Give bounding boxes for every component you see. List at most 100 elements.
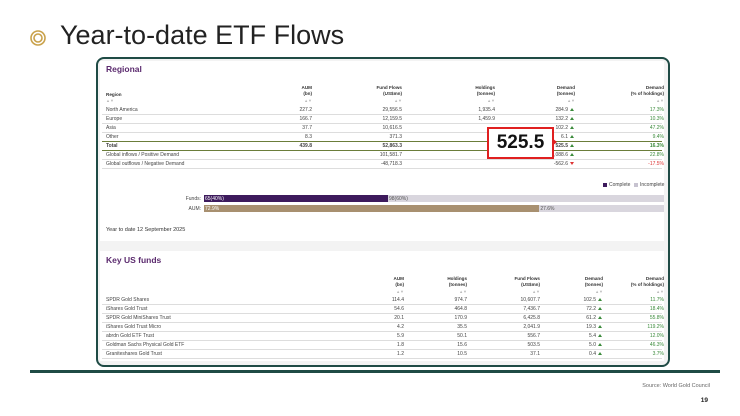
cell: 114.4 bbox=[391, 297, 404, 303]
cell: 1,459.9 bbox=[478, 116, 495, 122]
cell: 72.2 bbox=[586, 306, 596, 312]
progress-text: 27.6% bbox=[540, 205, 555, 212]
row-line bbox=[102, 168, 662, 169]
legend-label: Incomplete bbox=[640, 182, 665, 188]
cell: 29,556.5 bbox=[382, 107, 402, 113]
cell: 102.5 bbox=[583, 297, 596, 303]
cell: 284.9 bbox=[555, 107, 568, 113]
progress-text: 98(60%) bbox=[389, 195, 408, 202]
row-label: Total bbox=[106, 143, 118, 149]
cell: 166.7 bbox=[299, 116, 312, 122]
column-header: (bn) bbox=[303, 90, 312, 96]
row-label: Global inflows / Positive Demand bbox=[106, 152, 180, 158]
column-header: Region bbox=[106, 92, 122, 97]
cell: 439.8 bbox=[299, 143, 312, 149]
cell: 119.2% bbox=[647, 324, 664, 330]
row-line bbox=[102, 150, 662, 151]
cell: 227.2 bbox=[299, 107, 312, 113]
trend-arrow bbox=[598, 343, 602, 346]
progress-label: AUM: bbox=[188, 206, 202, 212]
cell: 12.0% bbox=[649, 333, 664, 339]
callout-value: 525.5 bbox=[496, 132, 545, 153]
row-label: Europe bbox=[106, 116, 123, 122]
cell: 525.5 bbox=[555, 143, 568, 149]
sort-icon: ▲▼ bbox=[567, 98, 575, 103]
cell: 556.7 bbox=[527, 333, 540, 339]
row-label: Other bbox=[106, 134, 119, 140]
row-line bbox=[102, 358, 662, 359]
column-header: Demand bbox=[645, 276, 664, 281]
column-header: Demand bbox=[584, 276, 603, 281]
page-number: 19 bbox=[700, 397, 708, 404]
row-line bbox=[102, 141, 662, 142]
cell: 4.2 bbox=[397, 324, 404, 330]
cell: 54.6 bbox=[394, 306, 404, 312]
sort-icon: ▲▼ bbox=[532, 289, 540, 294]
cell: 47.2% bbox=[649, 125, 664, 131]
cell: 3.7% bbox=[652, 351, 664, 357]
trend-arrow bbox=[570, 117, 574, 120]
column-header: (tonnes) bbox=[556, 90, 575, 96]
footer-rule bbox=[30, 370, 720, 373]
column-header: Demand bbox=[556, 85, 575, 90]
cell: 35.5 bbox=[457, 324, 467, 330]
cell: 464.8 bbox=[454, 306, 467, 312]
cell: 1,088.6 bbox=[551, 152, 568, 158]
row-label: SPDR Gold MiniShares Trust bbox=[106, 315, 171, 321]
sort-icon: ▲▼ bbox=[595, 289, 603, 294]
cell: 20.1 bbox=[394, 315, 404, 321]
cell: 15.6 bbox=[457, 342, 467, 348]
column-header: AUM bbox=[393, 276, 404, 281]
sort-icon: ▲▼ bbox=[459, 289, 467, 294]
cell: 18.4% bbox=[649, 306, 664, 312]
cell: 17.3% bbox=[649, 107, 664, 113]
sort-icon: ▲▼ bbox=[487, 98, 495, 103]
row-label: iShares Gold Trust Micro bbox=[106, 324, 162, 330]
column-header: Holdings bbox=[475, 85, 495, 90]
cell: 11.7% bbox=[650, 297, 664, 303]
trend-arrow bbox=[570, 162, 574, 165]
column-header: (bn) bbox=[395, 281, 404, 287]
column-header: AUM bbox=[301, 85, 312, 90]
callout-arrow bbox=[552, 138, 557, 146]
cell: 37.1 bbox=[530, 351, 540, 357]
cell: 55.8% bbox=[649, 315, 664, 321]
cell: -562.6 bbox=[553, 161, 568, 167]
row-line bbox=[102, 340, 662, 341]
row-line bbox=[102, 114, 662, 115]
column-header: Demand bbox=[645, 85, 664, 90]
trend-arrow bbox=[598, 316, 602, 319]
cell: 12,159.5 bbox=[382, 116, 402, 122]
column-header: Fund Flows bbox=[376, 85, 402, 90]
section-title: Regional bbox=[106, 64, 142, 74]
cell: 0.4 bbox=[589, 351, 596, 357]
column-header: (% of holdings) bbox=[630, 281, 664, 287]
cell: 7,436.7 bbox=[523, 306, 540, 312]
source: Source: World Gold Council bbox=[642, 383, 710, 389]
cell: -48,718.3 bbox=[380, 161, 402, 167]
cell: 1,935.4 bbox=[478, 107, 495, 113]
cell: 50.1 bbox=[457, 333, 467, 339]
row-label: abrdn Gold ETF Trust bbox=[106, 333, 155, 339]
legend-swatch bbox=[603, 183, 607, 187]
cell: 10.5 bbox=[457, 351, 467, 357]
slide-title: Year-to-date ETF Flows bbox=[60, 20, 345, 50]
row-line bbox=[102, 123, 662, 124]
cell: 2,041.9 bbox=[523, 324, 540, 330]
row-line bbox=[102, 322, 662, 323]
trend-arrow bbox=[570, 135, 574, 138]
trend-arrow bbox=[598, 298, 602, 301]
logo-icon bbox=[30, 30, 46, 46]
cell: 46.3% bbox=[649, 342, 664, 348]
cell: 16.3% bbox=[649, 143, 664, 149]
row-line bbox=[102, 313, 662, 314]
row-label: iShares Gold Trust bbox=[106, 306, 148, 312]
progress-text: 72.9% bbox=[205, 205, 220, 212]
cell: 6.1 bbox=[561, 134, 568, 140]
cell: 8.3 bbox=[305, 134, 312, 140]
row-line bbox=[102, 304, 662, 305]
cell: 22.8% bbox=[649, 152, 664, 158]
progress-fill bbox=[204, 195, 388, 202]
trend-arrow bbox=[598, 307, 602, 310]
cell: 102.2 bbox=[555, 125, 568, 131]
